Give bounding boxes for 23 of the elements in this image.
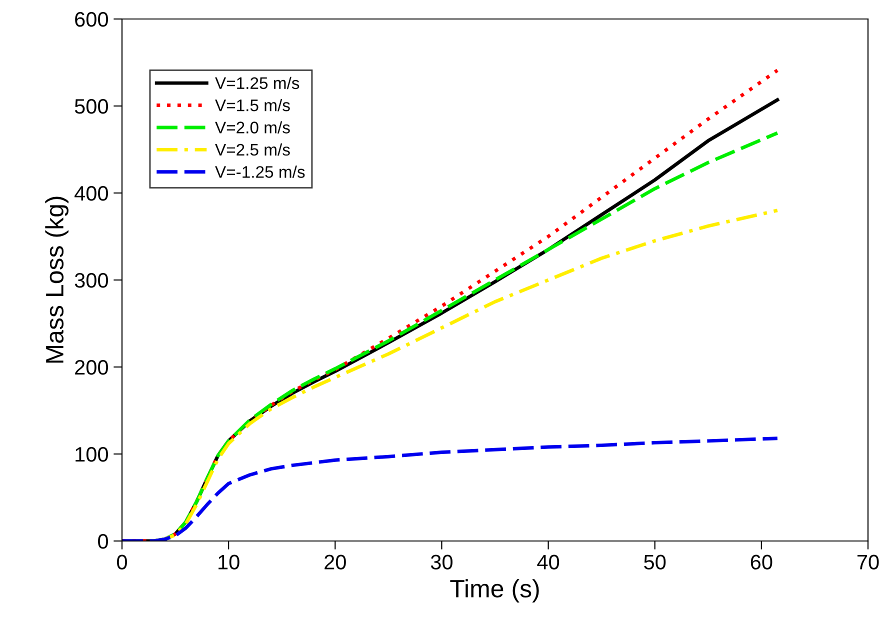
- y-tick-label: 200: [75, 360, 108, 375]
- legend-label: V=1.25 m/s: [215, 76, 300, 90]
- line-series: [122, 436, 780, 541]
- legend-label: V=1.5 m/s: [215, 99, 290, 112]
- x-tick-label: 10: [218, 554, 240, 570]
- x-tick-label: 60: [750, 554, 772, 570]
- y-tick-label: 100: [76, 447, 108, 462]
- legend-label: V=2.5 m/s: [215, 143, 290, 156]
- y-axis-title: Mass Loss (kg): [45, 196, 68, 363]
- y-tick-label: 500: [74, 99, 108, 114]
- y-tick-label: 600: [75, 12, 108, 27]
- x-tick-label: 20: [324, 554, 346, 570]
- x-tick-label: 30: [430, 554, 452, 570]
- x-tick-label: 70: [857, 554, 879, 570]
- x-tick-label: 40: [537, 554, 560, 570]
- legend-label: V=2.0 m/s: [215, 121, 290, 134]
- legend-label: V=-1.25 m/s: [215, 166, 305, 178]
- x-tick-label: 0: [117, 554, 127, 570]
- y-tick-label: 400: [74, 186, 108, 201]
- y-tick-label: 0: [98, 534, 108, 549]
- y-tick-label: 300: [74, 273, 108, 288]
- x-tick-label: 50: [644, 554, 666, 570]
- x-axis-title: Time (s): [450, 579, 539, 602]
